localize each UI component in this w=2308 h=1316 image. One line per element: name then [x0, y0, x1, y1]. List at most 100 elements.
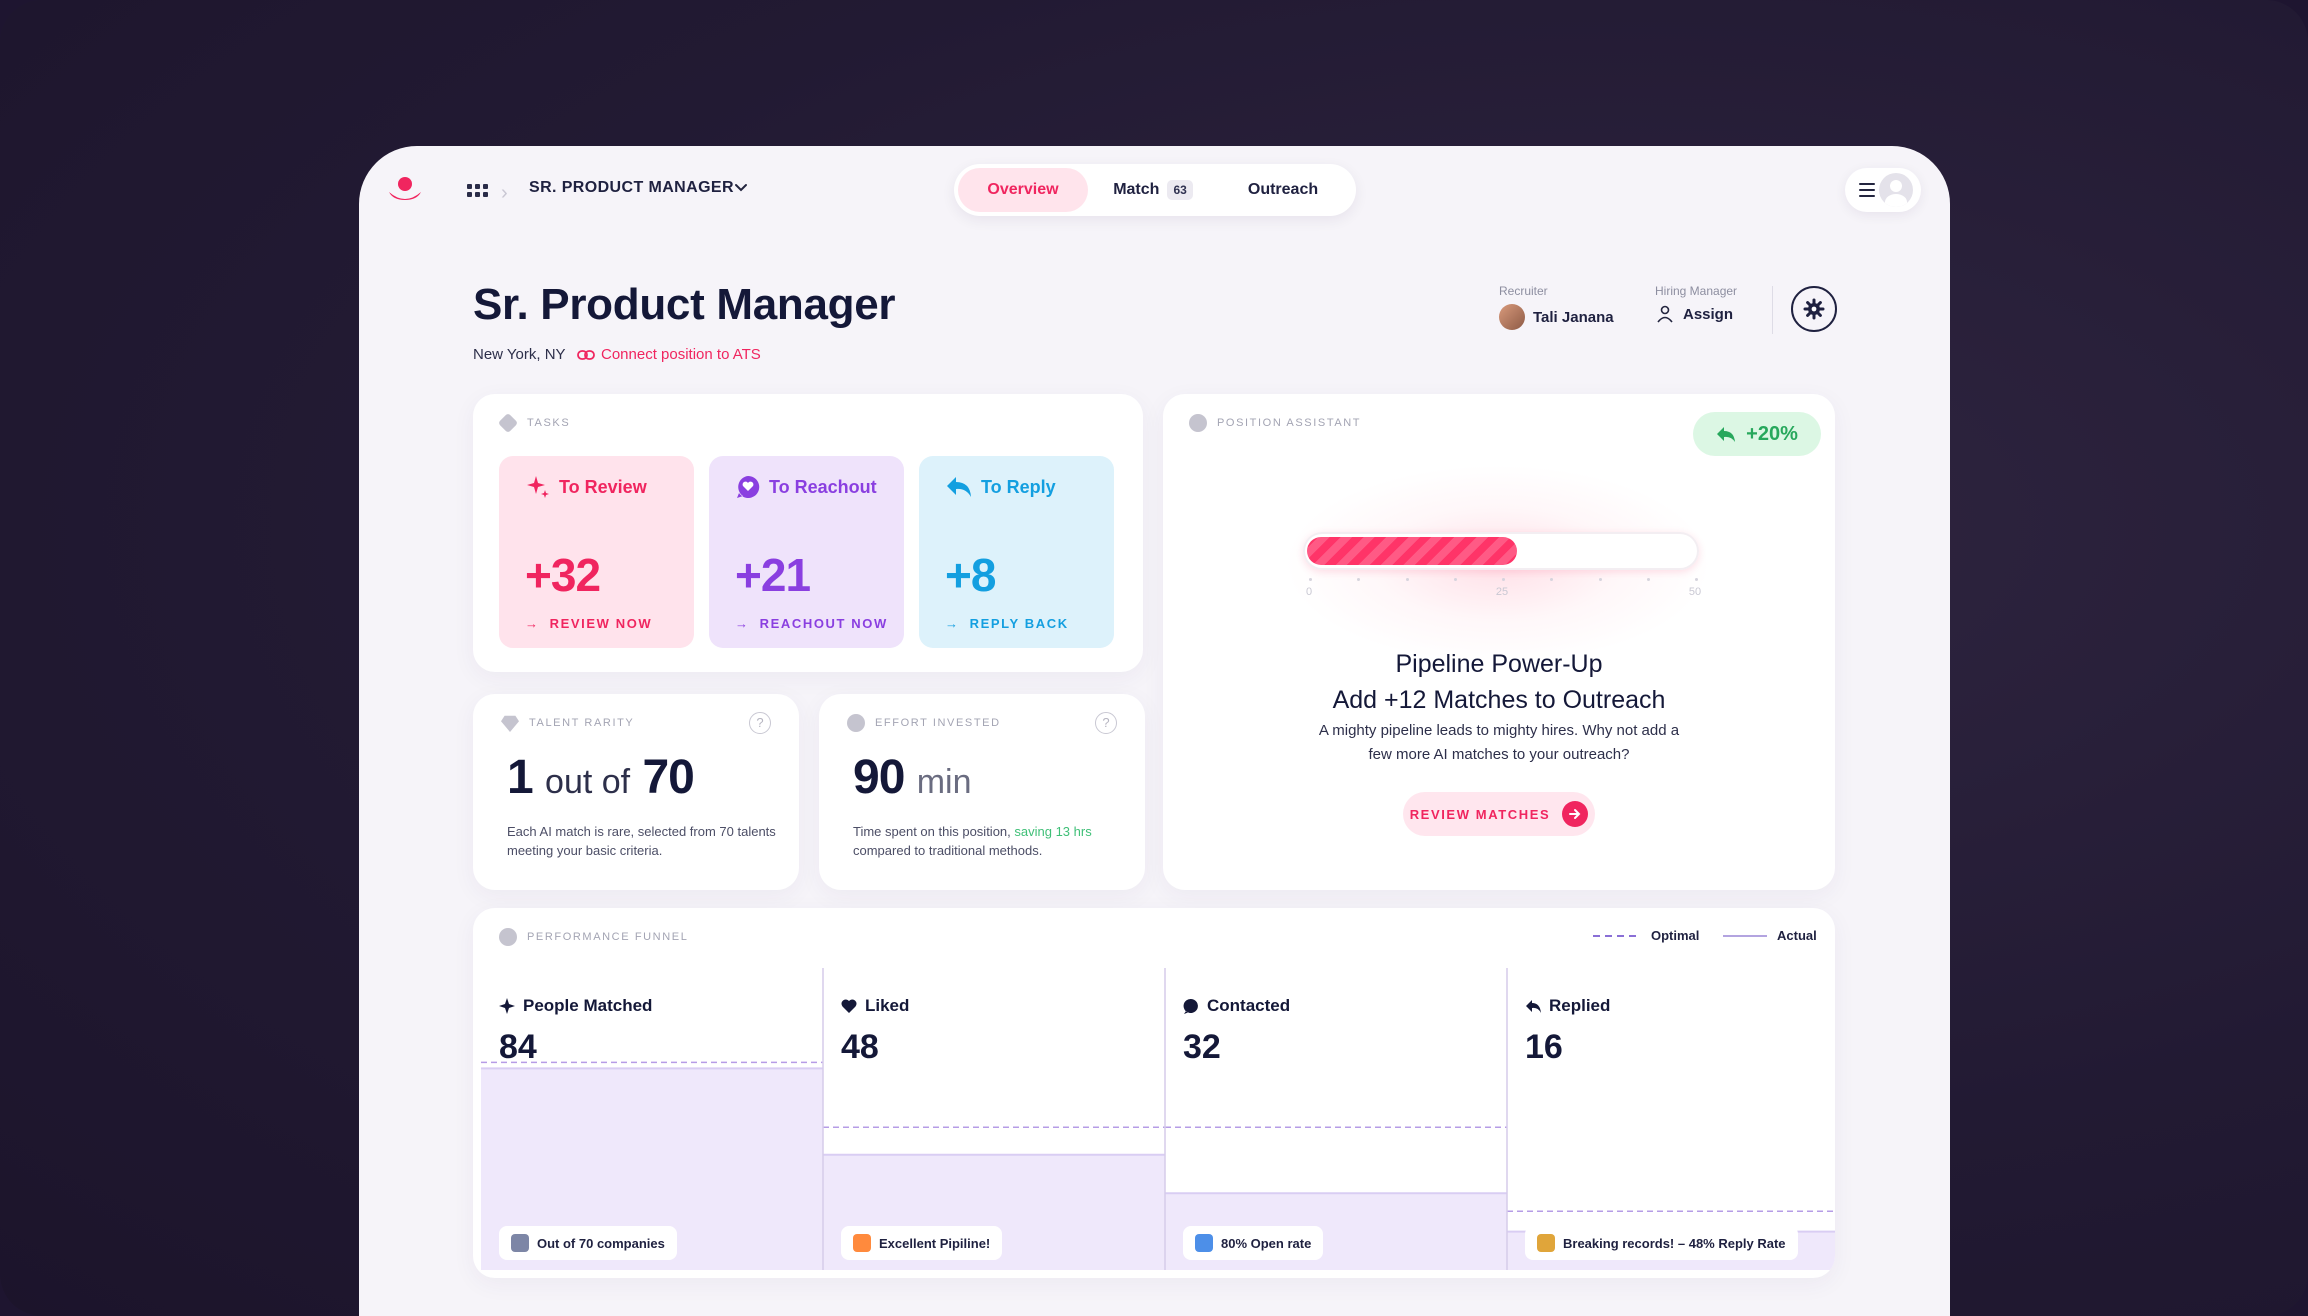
progress-tick [1695, 578, 1698, 581]
help-icon[interactable]: ? [1095, 712, 1117, 734]
progress-tick [1453, 578, 1457, 581]
effort-card: EFFORT INVESTED ? 90 min Time spent on t… [819, 694, 1145, 890]
effort-description: Time spent on this position, saving 13 h… [853, 824, 1092, 858]
reply-arrow-icon [1717, 427, 1736, 442]
nav-tabs: Overview Match 63 Outreach [954, 164, 1356, 216]
tab-match-label: Match [1113, 181, 1160, 198]
stage-title: People Matched [499, 996, 652, 1016]
progress-tick [1357, 578, 1361, 581]
assign-user-icon [1657, 305, 1673, 323]
recruiter-label: Recruiter [1499, 284, 1548, 298]
funnel-stage-replied[interactable]: Replied 16 Breaking records! – 48% Reply R… [1507, 968, 1835, 1268]
tasks-card-header: TASKS [497, 412, 571, 434]
funnel-stage-people-matched[interactable]: People Matched 84 Out of 70 companies [481, 968, 823, 1268]
funnel-label: PERFORMANCE FUNNEL [527, 931, 689, 943]
legend-optimal-label: Optimal [1651, 928, 1700, 943]
reply-back-link[interactable]: REPLY BACK [969, 616, 1069, 631]
app-window: › SR. PRODUCT MANAGER Overview Match 63 … [359, 146, 1950, 1316]
task-to-reply[interactable]: To Reply +8 → REPLY BACK [919, 456, 1114, 648]
stage-value: 32 [1183, 1028, 1221, 1066]
stage-note: Breaking records! – 48% Reply Rate [1525, 1226, 1798, 1260]
reply-icon [1526, 1000, 1541, 1013]
reply-icon [947, 477, 971, 497]
talent-rarity-value: 1 out of 70 [507, 751, 695, 804]
logo-icon[interactable] [387, 176, 423, 202]
assistant-header: POSITION ASSISTANT [1189, 414, 1361, 432]
avatar[interactable] [1879, 173, 1913, 207]
tasks-label: TASKS [527, 417, 571, 429]
tasks-card: TASKS To Review +32 → REVIEW NOW To Reac… [473, 394, 1143, 672]
funnel-stage-liked[interactable]: Liked 48 Excellent Pipiline! [823, 968, 1165, 1268]
stage-note-text: Breaking records! – 48% Reply Rate [1563, 1235, 1786, 1251]
tab-outreach-label: Outreach [1247, 181, 1319, 198]
review-now-link[interactable]: REVIEW NOW [549, 616, 653, 631]
progress-tick [1309, 578, 1312, 581]
sparkle-icon [527, 476, 549, 498]
growth-badge-value: +20% [1746, 422, 1798, 445]
legend-actual-label: Actual [1777, 928, 1817, 943]
task-count: +8 [945, 549, 996, 601]
position-selector-label[interactable]: SR. PRODUCT MANAGER [529, 179, 734, 196]
effort-value: 90 min [853, 751, 972, 804]
review-matches-label: REVIEW MATCHES [1409, 806, 1551, 822]
arrow-right-icon: → [525, 616, 540, 631]
talent-rarity-label: TALENT RARITY [529, 717, 635, 729]
arrow-right-icon: → [945, 616, 960, 631]
progress-tick [1550, 578, 1554, 581]
progress-tick-label: 0 [1305, 586, 1313, 598]
menu-icon[interactable] [1859, 183, 1875, 197]
review-matches-button[interactable]: REVIEW MATCHES [1403, 792, 1595, 836]
help-icon[interactable]: ? [749, 712, 771, 734]
task-to-review[interactable]: To Review +32 → REVIEW NOW [499, 456, 694, 648]
recruiter-block[interactable]: Recruiter Tali Janana [1499, 284, 1614, 330]
hiring-manager-label: Hiring Manager [1655, 284, 1738, 298]
progress-tick [1405, 578, 1409, 581]
lightning-icon [1189, 414, 1207, 432]
tab-outreach[interactable]: Outreach [1218, 168, 1348, 212]
progress-tick-label: 50 [1688, 586, 1702, 598]
effort-header: EFFORT INVESTED [847, 714, 1001, 732]
chevron-down-icon[interactable] [731, 178, 751, 198]
hiring-manager-block[interactable]: Hiring Manager Assign [1655, 284, 1737, 324]
progress-tick [1598, 578, 1602, 581]
stage-note: Out of 70 companies [499, 1226, 677, 1260]
stage-title: Contacted [1183, 996, 1290, 1016]
task-title: To Review [559, 476, 647, 497]
stage-title: Replied [1525, 996, 1610, 1016]
tab-overview[interactable]: Overview [958, 168, 1088, 212]
stage-name: People Matched [523, 996, 653, 1015]
assistant-title: Pipeline Power-Up Add +12 Matches to Out… [1332, 650, 1666, 714]
note-icon [1537, 1234, 1555, 1252]
location-text: New York, NY [473, 346, 566, 363]
gear-icon [1803, 298, 1825, 320]
progress-tick-label: 25 [1495, 586, 1509, 598]
legend-actual: Actual [1723, 928, 1817, 943]
stage-name: Liked [865, 996, 910, 1015]
tab-match[interactable]: Match 63 [1088, 168, 1218, 212]
user-menu[interactable] [1845, 168, 1921, 212]
funnel-stage-contacted[interactable]: Contacted 32 80% Open rate [1165, 968, 1507, 1268]
progress-scale: 0 25 50 [1305, 574, 1701, 600]
connect-ats-link[interactable]: Connect position to ATS [577, 346, 761, 363]
effort-label: EFFORT INVESTED [875, 717, 1001, 729]
stage-value: 48 [841, 1028, 879, 1066]
task-to-reachout[interactable]: To Reachout +21 → REACHOUT NOW [709, 456, 904, 648]
task-title: To Reachout [769, 476, 877, 497]
sparkle-icon [499, 998, 515, 1014]
match-count-badge: 63 [1167, 180, 1193, 200]
stage-name: Contacted [1207, 996, 1291, 1015]
settings-button[interactable] [1791, 286, 1837, 332]
talent-rarity-card: TALENT RARITY ? 1 out of 70 Each AI matc… [473, 694, 799, 890]
connect-ats-label: Connect position to ATS [601, 346, 761, 363]
reachout-now-link[interactable]: REACHOUT NOW [759, 616, 888, 631]
position-assistant-card: POSITION ASSISTANT +20% 0 25 50 Pipeline P… [1163, 394, 1835, 890]
apps-grid-icon[interactable] [467, 184, 488, 198]
assistant-label: POSITION ASSISTANT [1217, 417, 1362, 429]
breadcrumb-separator-icon: › [501, 182, 508, 204]
growth-badge: +20% [1693, 412, 1821, 456]
arrow-right-icon [1562, 801, 1589, 827]
stage-value: 16 [1525, 1028, 1563, 1066]
assign-button[interactable]: Assign [1683, 305, 1734, 323]
heart-chat-icon [737, 475, 760, 498]
progress-tick [1646, 578, 1650, 581]
